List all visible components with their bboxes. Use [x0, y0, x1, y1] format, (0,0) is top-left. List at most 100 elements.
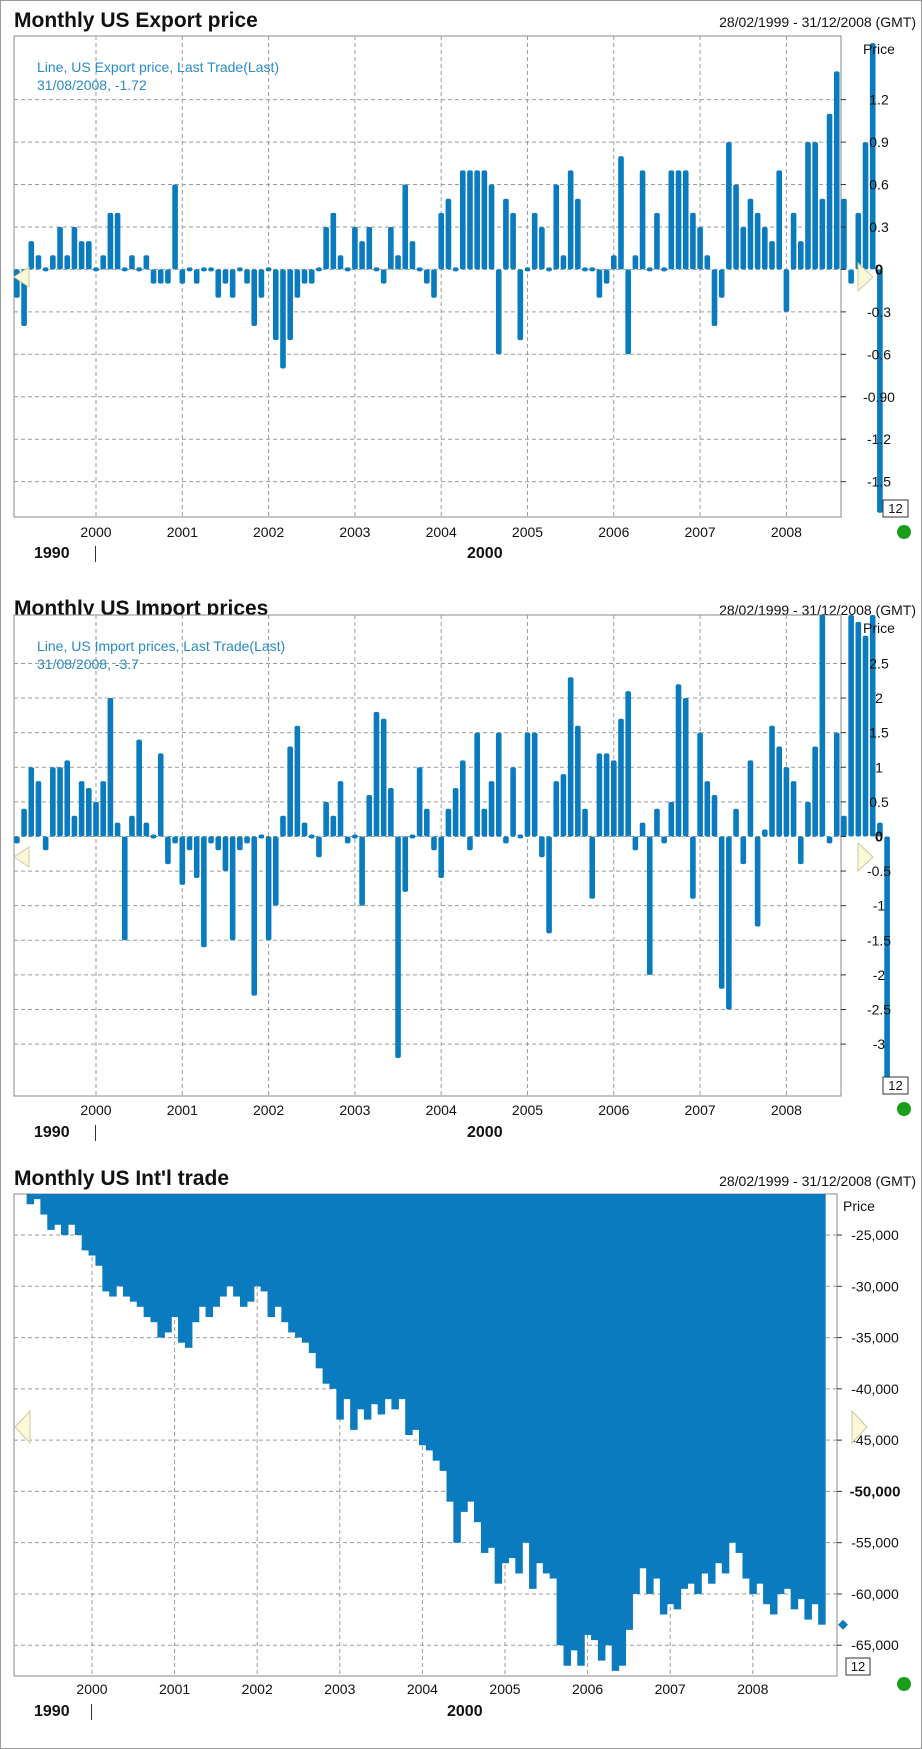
export-price-panel: Monthly US Export price 28/02/1999 - 31/… [1, 1, 921, 590]
intl-trade-chart[interactable]: 2000 2001 2002 2003 2004 2005 2006 2007 2008 -25… [1, 1167, 921, 1748]
bar [704, 781, 711, 837]
bar [869, 615, 876, 837]
scale-badge[interactable] [882, 499, 909, 518]
y-tick-label: 1.5 [869, 725, 889, 741]
bar [687, 1194, 695, 1584]
bar [416, 267, 423, 272]
scroll-right-arrow-icon[interactable] [857, 261, 874, 293]
bar [747, 198, 754, 270]
bar [762, 829, 768, 837]
x-tick-label: 2004 [407, 1681, 438, 1697]
bar [64, 760, 71, 837]
x-tick-label: 2002 [253, 1102, 284, 1118]
bar [783, 269, 790, 312]
export-price-chart[interactable]: 2000 2001 2002 2003 2004 2005 2006 2007 2008 1.2… [1, 1, 921, 589]
scale-badge[interactable] [882, 1076, 909, 1095]
x-tick-label: 2000 [76, 1681, 107, 1697]
bar [366, 226, 373, 270]
bar [61, 1194, 69, 1236]
bar [841, 815, 847, 837]
scale-badge[interactable] [845, 1657, 871, 1676]
bar [818, 1194, 826, 1625]
bar [294, 725, 301, 837]
import-prices-chart[interactable]: 2000 2001 2002 2003 2004 2005 2006 2007 2008 2.5… [1, 589, 921, 1167]
bar [380, 269, 387, 284]
bar [553, 184, 560, 270]
bar [481, 170, 488, 270]
bar [517, 834, 524, 839]
status-indicator-icon [897, 1102, 911, 1116]
bar [26, 1194, 35, 1205]
bar [402, 184, 409, 270]
y-tick-label: -25,000 [851, 1227, 899, 1243]
bar [64, 255, 71, 270]
y-tick-label: -2 [873, 967, 886, 983]
bar [212, 1194, 220, 1307]
bar [143, 255, 150, 270]
plot-area[interactable] [13, 614, 842, 1097]
bar [542, 1194, 551, 1574]
x-tick-label: 2006 [572, 1681, 603, 1697]
bar-series [14, 43, 883, 513]
y-tick-label: -1.2 [867, 431, 891, 447]
y-tick-label: -0.6 [867, 346, 891, 362]
bar [93, 801, 99, 837]
bar [855, 212, 862, 270]
bar [848, 615, 854, 837]
bar [862, 635, 869, 837]
bar [790, 1194, 799, 1610]
y-tick-label: -30,000 [851, 1278, 899, 1294]
bar [438, 212, 445, 270]
x-tick-label: 2008 [771, 524, 802, 540]
bar [452, 788, 459, 837]
scroll-right-arrow-icon[interactable] [857, 841, 874, 873]
bar [233, 1194, 241, 1297]
bar [661, 267, 667, 272]
bar [186, 836, 193, 851]
bar [416, 767, 423, 837]
bar [102, 1194, 110, 1292]
y-tick-label: 2.5 [869, 655, 889, 671]
bar [797, 836, 804, 865]
bar [78, 241, 85, 270]
scroll-right-arrow-icon[interactable] [851, 1409, 868, 1445]
bar [172, 836, 178, 844]
bar [330, 212, 337, 270]
bar [515, 1194, 523, 1574]
bar [272, 269, 279, 341]
y-axis-labels: -25,000 -30,000 -35,000 -40,000 -45,000 -50,0… [837, 1227, 900, 1653]
bar [503, 836, 509, 844]
bar [47, 1194, 55, 1230]
bar [804, 1194, 812, 1620]
scroll-left-arrow-icon[interactable] [14, 1409, 31, 1445]
scroll-left-arrow-icon[interactable] [13, 846, 30, 868]
bar [150, 269, 157, 284]
bar [425, 1194, 434, 1451]
bar [529, 1194, 537, 1589]
bar [35, 255, 42, 270]
grid-lines [14, 36, 841, 517]
bar [522, 1194, 530, 1543]
bar [301, 1194, 310, 1343]
bar [728, 1194, 737, 1543]
era-divider [95, 546, 96, 562]
scroll-left-arrow-icon[interactable] [13, 266, 30, 288]
x-tick-label: 2000 [80, 524, 111, 540]
bar [172, 184, 178, 270]
bar [467, 170, 473, 270]
x-tick-label: 2000 [80, 1102, 111, 1118]
bar [690, 212, 696, 270]
x-tick-label: 2001 [167, 1102, 198, 1118]
bar [136, 1194, 145, 1307]
bar [14, 836, 20, 844]
bar [42, 267, 49, 272]
bar [308, 269, 315, 284]
bar [121, 836, 128, 941]
bar [402, 836, 409, 892]
bar [776, 746, 783, 837]
bar [388, 226, 394, 270]
y-tick-label: -55,000 [851, 1535, 899, 1551]
bar [107, 698, 114, 837]
bar [708, 1194, 716, 1584]
bar [682, 698, 689, 837]
